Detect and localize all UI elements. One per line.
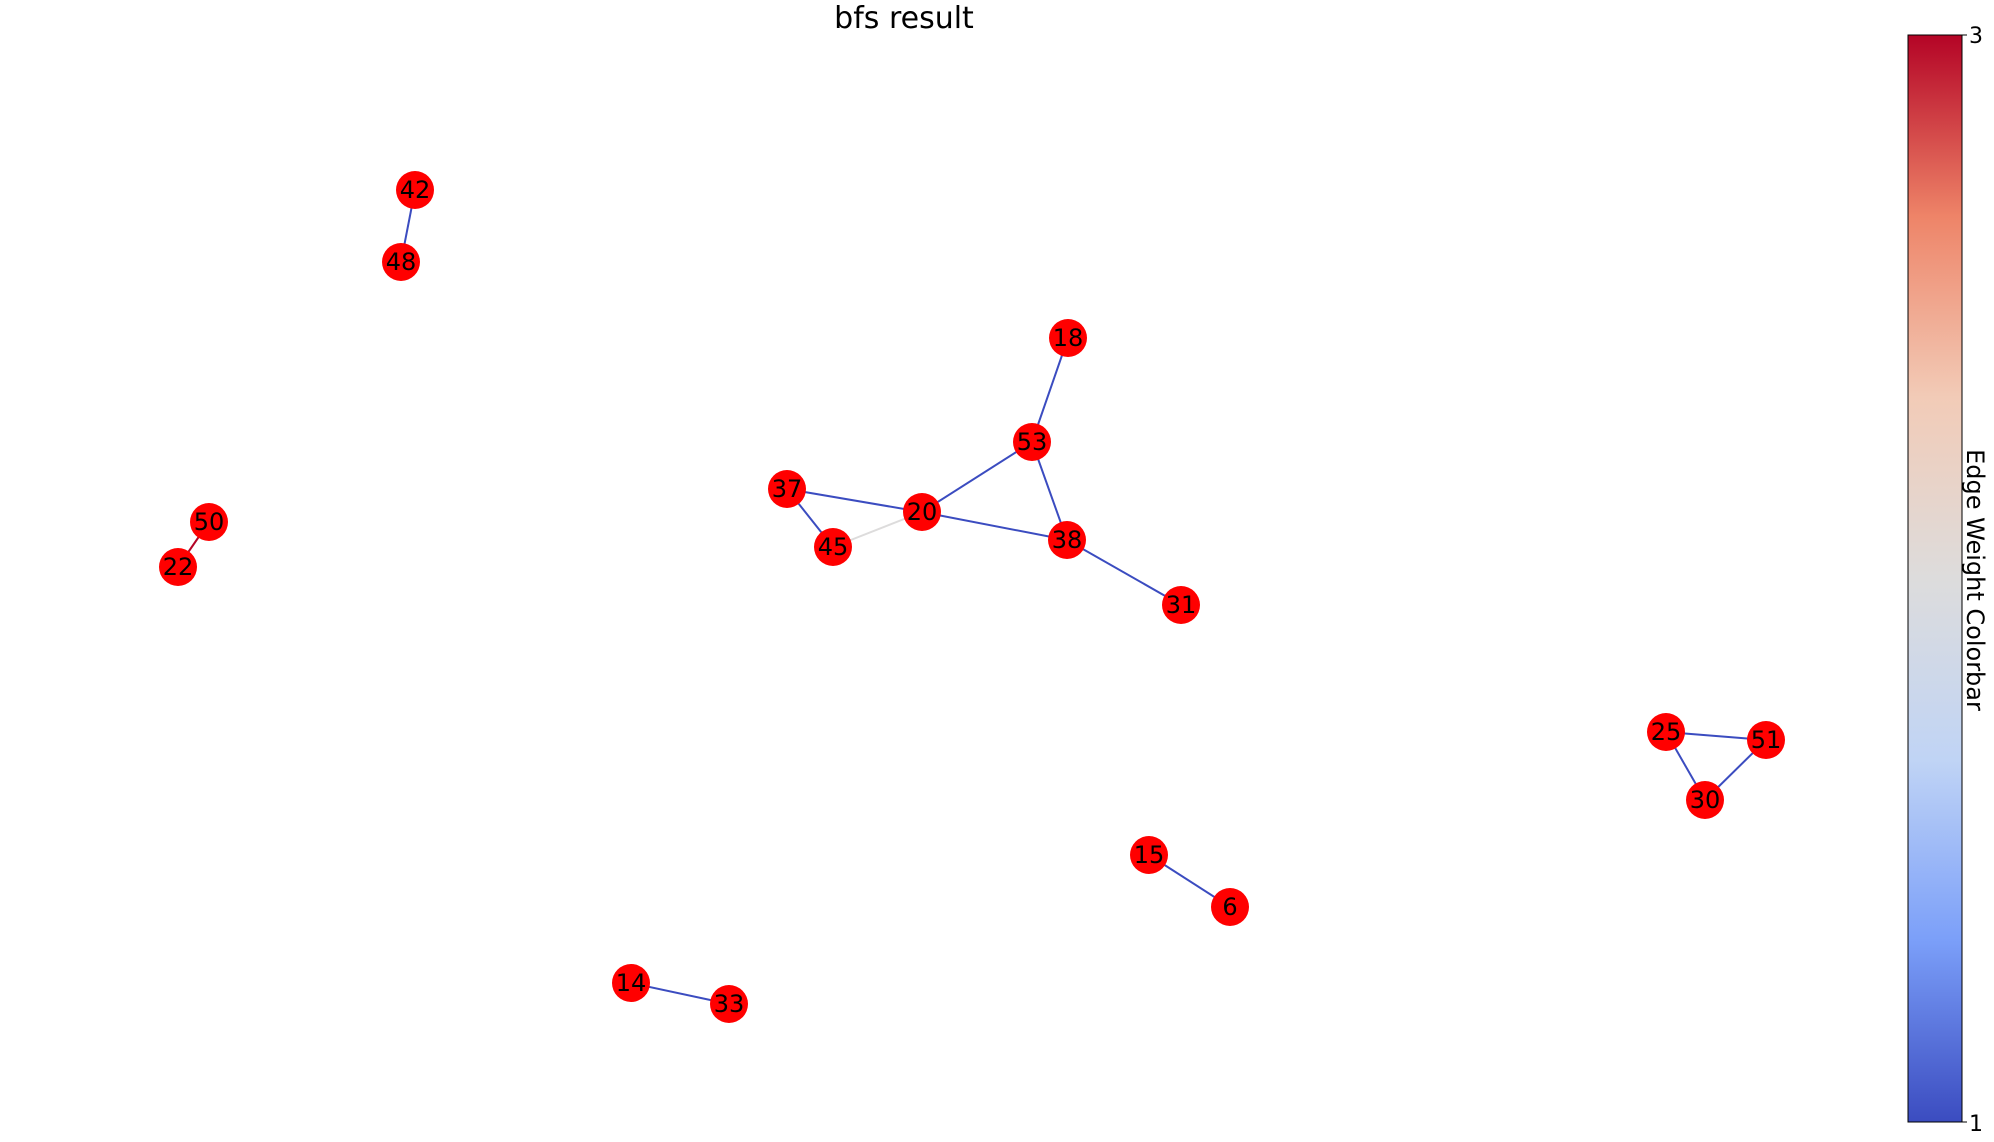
node-circle (612, 964, 650, 1002)
node-label: 6 (1222, 893, 1237, 921)
node-circle (1013, 423, 1051, 461)
colorbar-title: Edge Weight Colorbar (1961, 449, 1989, 711)
node-14: 14 (612, 964, 650, 1002)
node-circle (710, 985, 748, 1023)
node-circle (190, 503, 228, 541)
node-circle (1048, 521, 1086, 559)
node-22: 22 (159, 548, 197, 586)
colorbar: 3 1 Edge Weight Colorbar (1907, 24, 1989, 1137)
edge-53-20 (921, 441, 1033, 513)
node-53: 53 (1013, 423, 1051, 461)
node-label: 42 (400, 176, 431, 204)
edges-layer (177, 189, 1767, 1005)
node-label: 37 (772, 475, 803, 503)
node-circle (1162, 586, 1200, 624)
node-label: 53 (1017, 428, 1048, 456)
node-label: 51 (1751, 726, 1782, 754)
node-circle (1686, 781, 1724, 819)
node-circle (814, 528, 852, 566)
node-circle (1049, 319, 1087, 357)
node-48: 48 (382, 243, 420, 281)
node-30: 30 (1686, 781, 1724, 819)
node-label: 20 (907, 498, 938, 526)
node-label: 33 (714, 990, 745, 1018)
node-label: 30 (1690, 786, 1721, 814)
node-label: 15 (1134, 841, 1165, 869)
chart-title: bfs result (834, 1, 974, 36)
node-circle (1747, 721, 1785, 759)
node-circle (396, 171, 434, 209)
node-38: 38 (1048, 521, 1086, 559)
node-6: 6 (1211, 888, 1249, 926)
node-31: 31 (1162, 586, 1200, 624)
node-label: 31 (1166, 591, 1197, 619)
colorbar-max-label: 3 (1969, 24, 1983, 49)
node-37: 37 (768, 470, 806, 508)
node-33: 33 (710, 985, 748, 1023)
node-label: 25 (1651, 718, 1682, 746)
node-20: 20 (903, 493, 941, 531)
node-label: 18 (1053, 324, 1084, 352)
node-15: 15 (1130, 836, 1168, 874)
node-label: 48 (386, 248, 417, 276)
node-circle (159, 548, 197, 586)
node-circle (382, 243, 420, 281)
node-circle (903, 493, 941, 531)
edge-38-31 (1066, 539, 1182, 606)
node-25: 25 (1647, 713, 1685, 751)
node-circle (1211, 888, 1249, 926)
colorbar-gradient (1907, 34, 1963, 1123)
node-label: 38 (1052, 526, 1083, 554)
node-label: 22 (163, 553, 194, 581)
node-label: 45 (818, 533, 849, 561)
node-circle (1647, 713, 1685, 751)
edge-37-20 (786, 488, 923, 513)
node-18: 18 (1049, 319, 1087, 357)
colorbar-min-label: 1 (1969, 1112, 1983, 1137)
node-circle (1130, 836, 1168, 874)
node-label: 14 (616, 969, 647, 997)
node-label: 50 (194, 508, 225, 536)
node-45: 45 (814, 528, 852, 566)
node-51: 51 (1747, 721, 1785, 759)
node-circle (768, 470, 806, 508)
edge-20-38 (921, 511, 1068, 541)
node-42: 42 (396, 171, 434, 209)
node-50: 50 (190, 503, 228, 541)
